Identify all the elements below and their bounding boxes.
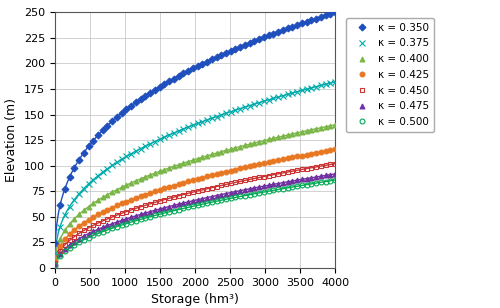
- κ = 0.450: [100, 219, 105, 223]
- κ = 0.375: [52, 251, 59, 255]
- κ = 0.475: [100, 225, 105, 229]
- κ = 0.500: [124, 222, 130, 225]
- Line: κ = 0.425: κ = 0.425: [53, 147, 338, 263]
- κ = 0.350: [133, 100, 139, 104]
- κ = 0.500: [100, 230, 105, 233]
- κ = 0.450: [332, 162, 338, 165]
- κ = 0.350: [124, 107, 130, 111]
- κ = 0.350: [100, 128, 105, 132]
- Legend: κ = 0.350, κ = 0.375, κ = 0.400, κ = 0.425, κ = 0.450, κ = 0.475, κ = 0.500: κ = 0.350, κ = 0.375, κ = 0.400, κ = 0.4…: [346, 18, 434, 132]
- κ = 0.500: [228, 197, 234, 200]
- κ = 0.375: [100, 170, 105, 174]
- κ = 0.425: [147, 191, 153, 195]
- κ = 0.475: [142, 211, 148, 215]
- κ = 0.450: [52, 261, 59, 265]
- Line: κ = 0.450: κ = 0.450: [53, 161, 338, 265]
- κ = 0.450: [147, 202, 153, 206]
- κ = 0.375: [228, 110, 234, 114]
- κ = 0.350: [52, 241, 59, 245]
- Y-axis label: Elevation (m): Elevation (m): [6, 98, 18, 182]
- Line: κ = 0.400: κ = 0.400: [53, 122, 338, 261]
- κ = 0.350: [332, 10, 338, 14]
- κ = 0.475: [332, 172, 338, 176]
- κ = 0.350: [147, 91, 153, 95]
- κ = 0.400: [133, 179, 139, 183]
- κ = 0.500: [142, 216, 148, 220]
- κ = 0.425: [332, 148, 338, 151]
- κ = 0.375: [133, 149, 139, 153]
- Line: κ = 0.500: κ = 0.500: [53, 178, 338, 267]
- κ = 0.475: [147, 210, 153, 213]
- κ = 0.475: [133, 214, 139, 218]
- κ = 0.475: [124, 217, 130, 221]
- κ = 0.500: [133, 219, 139, 223]
- κ = 0.400: [124, 183, 130, 187]
- κ = 0.400: [332, 123, 338, 127]
- κ = 0.450: [142, 203, 148, 207]
- κ = 0.400: [52, 256, 59, 260]
- Line: κ = 0.350: κ = 0.350: [53, 10, 338, 246]
- κ = 0.375: [147, 142, 153, 146]
- κ = 0.425: [100, 210, 105, 214]
- κ = 0.350: [142, 94, 148, 98]
- κ = 0.450: [133, 206, 139, 210]
- κ = 0.425: [142, 193, 148, 197]
- κ = 0.450: [228, 181, 234, 185]
- κ = 0.400: [228, 147, 234, 151]
- κ = 0.350: [228, 49, 234, 53]
- κ = 0.500: [52, 263, 59, 267]
- κ = 0.375: [124, 155, 130, 158]
- κ = 0.400: [147, 173, 153, 177]
- κ = 0.425: [133, 196, 139, 200]
- X-axis label: Storage (hm³): Storage (hm³): [151, 293, 239, 306]
- κ = 0.425: [124, 200, 130, 203]
- κ = 0.475: [228, 191, 234, 194]
- κ = 0.400: [142, 175, 148, 179]
- κ = 0.375: [332, 80, 338, 84]
- κ = 0.500: [332, 178, 338, 182]
- κ = 0.425: [52, 259, 59, 263]
- κ = 0.375: [142, 144, 148, 148]
- Line: κ = 0.475: κ = 0.475: [53, 172, 338, 266]
- κ = 0.500: [147, 215, 153, 219]
- κ = 0.450: [124, 210, 130, 213]
- κ = 0.425: [228, 169, 234, 172]
- κ = 0.400: [100, 196, 105, 199]
- Line: κ = 0.375: κ = 0.375: [52, 79, 338, 256]
- κ = 0.475: [52, 262, 59, 266]
